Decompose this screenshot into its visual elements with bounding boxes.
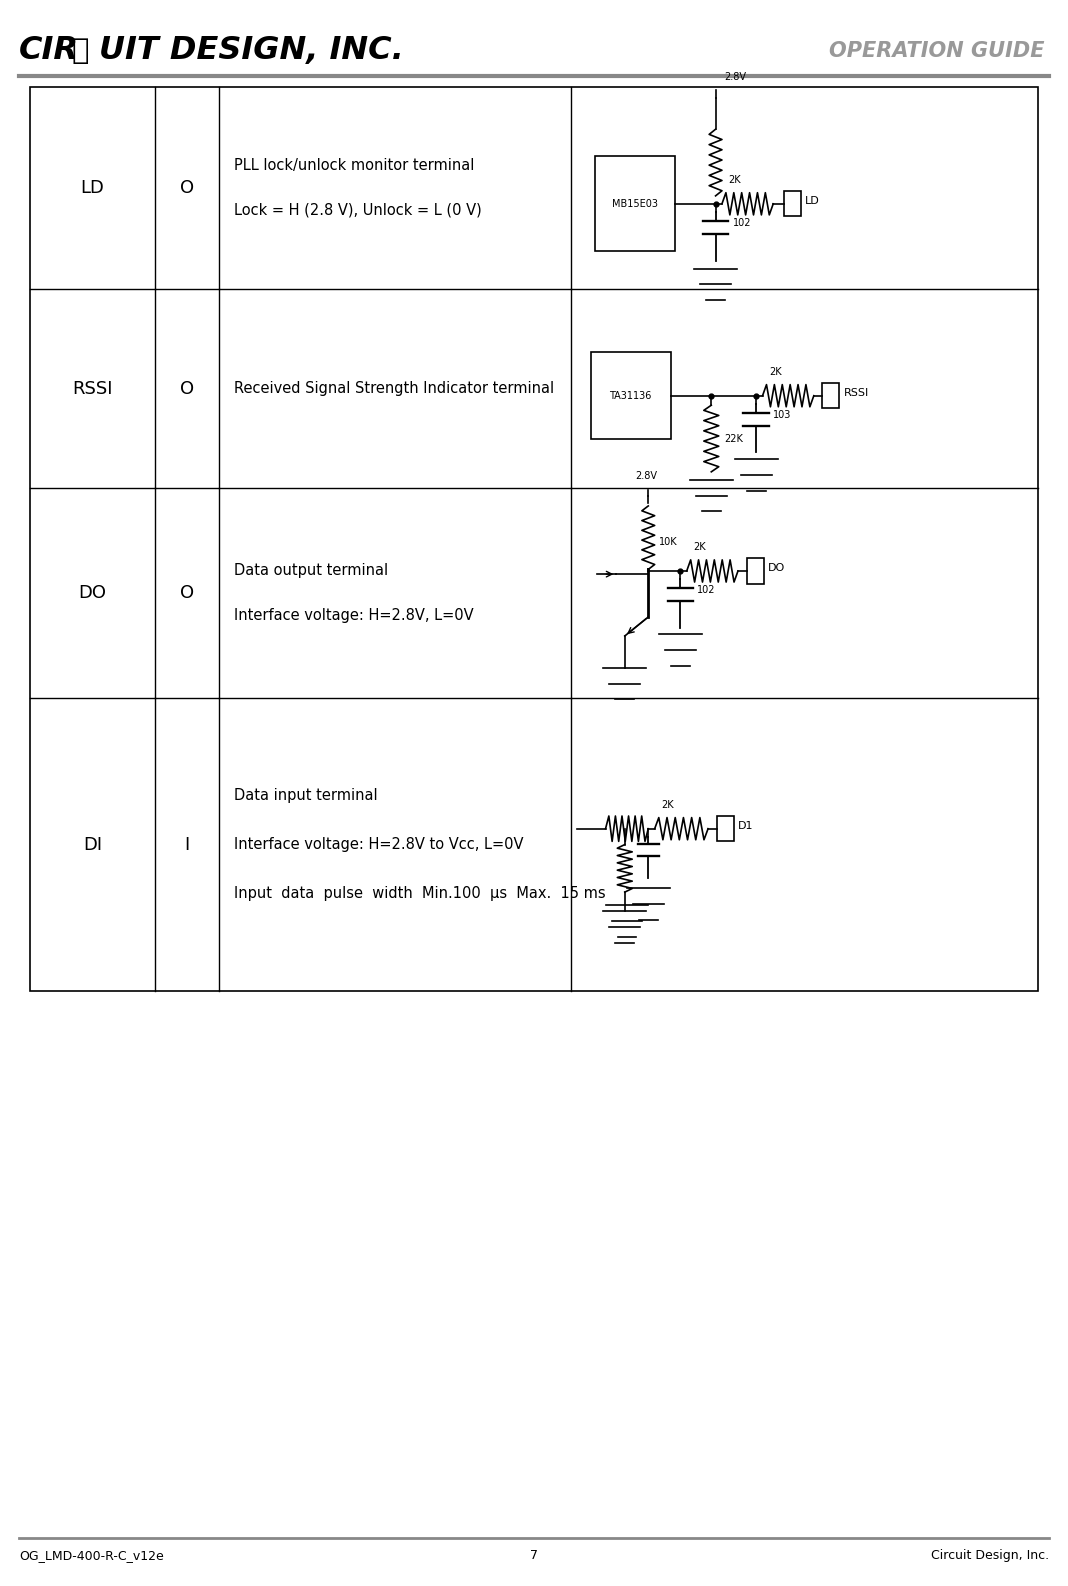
Text: DO: DO <box>78 584 107 603</box>
Text: Ⓡ: Ⓡ <box>72 36 89 65</box>
Text: Interface voltage: H=2.8V, L=0V: Interface voltage: H=2.8V, L=0V <box>234 607 473 623</box>
Bar <box>784 192 801 217</box>
Text: TA31136: TA31136 <box>610 390 651 401</box>
Text: RSSI: RSSI <box>73 379 112 398</box>
Text: DI: DI <box>83 836 101 853</box>
Text: 7: 7 <box>530 1550 538 1562</box>
Text: O: O <box>179 379 194 398</box>
Text: D1: D1 <box>738 820 754 831</box>
Text: Interface voltage: H=2.8V to Vcc, L=0V: Interface voltage: H=2.8V to Vcc, L=0V <box>234 837 523 852</box>
Bar <box>822 384 839 409</box>
Text: Input  data  pulse  width  Min.100  μs  Max.  15 ms: Input data pulse width Min.100 μs Max. 1… <box>234 887 606 901</box>
Bar <box>30 87 1038 991</box>
Text: 2K: 2K <box>728 174 741 186</box>
Text: I: I <box>185 836 189 853</box>
Bar <box>595 157 675 252</box>
Text: Received Signal Strength Indicator terminal: Received Signal Strength Indicator termi… <box>234 381 554 396</box>
Text: Circuit Design, Inc.: Circuit Design, Inc. <box>930 1550 1049 1562</box>
Text: Lock = H (2.8 V), Unlock = L (0 V): Lock = H (2.8 V), Unlock = L (0 V) <box>234 203 482 217</box>
Text: 102: 102 <box>733 217 751 228</box>
Text: PLL lock/unlock monitor terminal: PLL lock/unlock monitor terminal <box>234 159 474 173</box>
Text: 2K: 2K <box>661 799 674 810</box>
Bar <box>747 558 764 584</box>
Text: Data output terminal: Data output terminal <box>234 563 388 579</box>
Text: 2.8V: 2.8V <box>724 71 747 82</box>
Text: 2K: 2K <box>769 366 782 377</box>
Text: O: O <box>179 179 194 197</box>
Text: 22K: 22K <box>724 433 743 444</box>
Text: Data input terminal: Data input terminal <box>234 788 377 803</box>
Text: 10K: 10K <box>659 538 677 547</box>
Text: 2.8V: 2.8V <box>635 471 658 481</box>
Text: CIR: CIR <box>19 35 79 67</box>
Text: O: O <box>179 584 194 603</box>
Bar <box>717 815 734 841</box>
Text: RSSI: RSSI <box>844 387 869 398</box>
Bar <box>591 352 671 439</box>
Text: UIT DESIGN, INC.: UIT DESIGN, INC. <box>99 35 404 67</box>
Text: DO: DO <box>768 563 785 573</box>
Text: 2K: 2K <box>693 542 706 552</box>
Text: OPERATION GUIDE: OPERATION GUIDE <box>829 41 1045 60</box>
Text: 103: 103 <box>773 409 791 420</box>
Text: OG_LMD-400-R-C_v12e: OG_LMD-400-R-C_v12e <box>19 1550 164 1562</box>
Text: LD: LD <box>80 179 105 197</box>
Text: 102: 102 <box>697 585 716 595</box>
Text: LD: LD <box>805 195 820 206</box>
Text: MB15E03: MB15E03 <box>612 198 658 209</box>
